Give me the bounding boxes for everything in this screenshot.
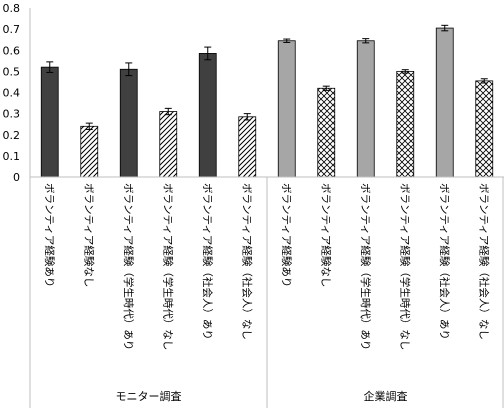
category-label: ボランティア経験なし (319, 183, 332, 287)
category-label: ボランティア経験（社会人）なし (477, 183, 490, 340)
bar (317, 87, 336, 178)
category-label: ボランティア経験（社会人）あり (201, 183, 214, 340)
y-tick-label: 0.2 (3, 129, 21, 142)
bar (198, 53, 217, 178)
bar (238, 116, 257, 178)
error-bar (283, 38, 291, 43)
y-tick-label: 0.4 (3, 87, 21, 100)
error-bar (204, 46, 212, 61)
error-bar (46, 61, 54, 73)
x-axis (29, 176, 504, 408)
error-bar (125, 62, 133, 77)
y-tick-label: 0.5 (3, 65, 21, 78)
category-label: ボランティア経験（社会人）あり (438, 183, 451, 340)
error-bar (164, 107, 172, 116)
y-axis: 0 0.1 0.2 0.3 0.4 0.5 0.6 0.7 0.8 (3, 2, 31, 184)
y-tick-label: 0.6 (3, 44, 21, 57)
y-tick-label: 0.8 (3, 2, 21, 15)
category-label: ボランティア経験（学生時代）なし (398, 183, 411, 350)
error-bar (362, 38, 370, 44)
group-labels: モニター調査 企業調査 (116, 389, 408, 403)
category-label: ボランティア経験（社会人）なし (240, 183, 253, 340)
bars (40, 27, 494, 178)
category-label: ボランティア経験（学生時代）あり (359, 183, 372, 350)
group-label: 企業調査 (364, 389, 408, 403)
bar (396, 70, 415, 178)
bar (159, 111, 178, 178)
error-bar (322, 85, 330, 91)
error-bar (401, 69, 409, 74)
y-tick-label: 0.1 (3, 150, 21, 163)
y-tick-label: 0.7 (3, 23, 21, 36)
error-bar (243, 113, 251, 121)
category-label: ボランティア経験（学生時代）なし (161, 183, 174, 350)
y-tick-label: 0 (13, 171, 20, 184)
bar (475, 80, 494, 178)
group-label: モニター調査 (116, 389, 182, 403)
bar (435, 27, 454, 178)
category-label: ボランティア経験あり (280, 183, 293, 287)
error-bars (46, 24, 488, 130)
bar (119, 68, 138, 178)
category-label: ボランティア経験（学生時代）あり (122, 183, 135, 350)
error-bar (480, 78, 488, 84)
error-bar (441, 24, 449, 32)
error-bar (85, 122, 93, 130)
category-label: ボランティア経験あり (43, 183, 56, 287)
bar (40, 66, 59, 178)
bar (356, 40, 375, 178)
bar (80, 125, 99, 178)
category-labels: ボランティア経験あり ボランティア経験なし ボランティア経験（学生時代）あり ボランテ… (43, 183, 491, 350)
bar (277, 40, 296, 178)
y-tick-label: 0.3 (3, 108, 21, 121)
category-label: ボランティア経験なし (82, 183, 95, 287)
